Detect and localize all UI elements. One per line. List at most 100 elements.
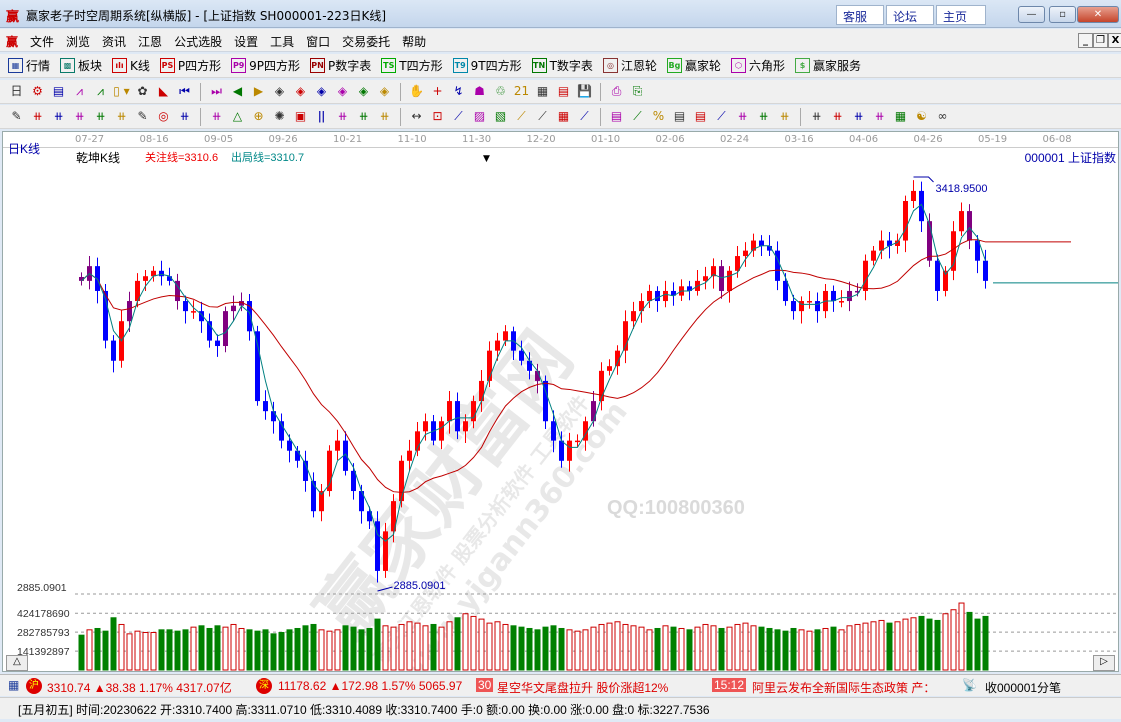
tool-icon[interactable]: ⎘ [632, 84, 643, 98]
tool-icon[interactable]: ◀ [232, 84, 243, 98]
toolbar-button-candles[interactable]: ılı K线 [112, 57, 150, 74]
tool-icon[interactable]: ⧺ [779, 109, 790, 123]
tool-icon[interactable]: ⧺ [53, 109, 64, 123]
tool-icon[interactable]: ◈ [358, 84, 369, 98]
tool-icon[interactable]: ◈ [295, 84, 306, 98]
tool-icon[interactable]: ⧺ [874, 109, 885, 123]
tool-icon[interactable]: ⟋ [454, 109, 463, 123]
tool-icon[interactable]: ◈ [274, 84, 285, 98]
tool-icon[interactable]: ⧺ [32, 109, 43, 123]
tool-icon[interactable]: 日 ▾ [10, 84, 23, 103]
tool-icon[interactable]: ✎ [137, 109, 148, 123]
tool-icon[interactable]: ▧ [494, 109, 507, 123]
tool-icon[interactable]: ▤ [557, 84, 570, 98]
toolbar-button-ps[interactable]: PS P四方形 [159, 57, 221, 74]
menu-item[interactable]: 帮助 [402, 35, 427, 49]
tool-icon[interactable]: ✋ [409, 84, 424, 98]
tool-icon[interactable]: ◈ [337, 84, 348, 98]
minimize-button[interactable]: — [1018, 6, 1045, 23]
tool-icon[interactable]: ⩘ [97, 84, 104, 98]
tool-icon[interactable]: ⟋ [538, 109, 547, 123]
menu-item[interactable]: 窗口 [306, 35, 331, 49]
tool-icon[interactable]: ⧺ [116, 109, 127, 123]
shanghai-index-quote[interactable]: 3310.74 ▲38.38 1.17% 4317.07亿 [47, 681, 232, 695]
tool-icon[interactable]: ⟋ [717, 109, 726, 123]
tool-icon[interactable]: ▤ [52, 84, 65, 98]
tool-icon[interactable]: ♲ [495, 84, 506, 98]
tool-icon[interactable]: ⧺ [737, 109, 748, 123]
tool-icon[interactable]: ⟋ [580, 109, 589, 123]
tool-icon[interactable]: ◣ [158, 84, 169, 98]
tool-icon[interactable]: ✿ [137, 84, 148, 98]
tool-icon[interactable]: + [432, 84, 443, 98]
menu-item[interactable]: 浏览 [66, 35, 91, 49]
tool-icon[interactable]: ⟋ [517, 109, 526, 123]
menu-item[interactable]: 设置 [234, 35, 259, 49]
tool-icon[interactable]: ◎ [158, 109, 169, 123]
tool-icon[interactable]: ⊡ [432, 109, 443, 123]
tool-icon[interactable]: ◈ [316, 84, 327, 98]
tool-icon[interactable]: ▣ [294, 109, 307, 123]
homepage-button[interactable]: 主页 [936, 5, 986, 25]
tool-icon[interactable]: ▶ [253, 84, 264, 98]
tool-icon[interactable]: ↯ [453, 84, 464, 98]
tool-icon[interactable]: ⧺ [211, 109, 222, 123]
toolbar-button-table[interactable]: ▦ 行情 [8, 57, 50, 74]
menu-item[interactable]: 工具 [270, 35, 295, 49]
toolbar-button-dollar[interactable]: $ 赢家服务 [794, 57, 861, 74]
tool-icon[interactable]: ǀǀ [317, 109, 326, 123]
tool-icon[interactable]: ⚙ [32, 84, 43, 98]
mdi-minimize-button[interactable]: _ [1078, 33, 1093, 48]
toolbar-button-hexagon[interactable]: ⬡ 六角形 [730, 57, 785, 74]
mdi-restore-button[interactable]: ❐ [1093, 33, 1108, 48]
scroll-right-button[interactable]: ▷ [1093, 655, 1115, 671]
tool-icon[interactable]: ⏮ [179, 84, 190, 98]
tool-icon[interactable]: ⧺ [337, 109, 348, 123]
tool-icon[interactable]: ⩘ [76, 84, 83, 98]
tool-icon[interactable]: ▦ [894, 109, 907, 123]
menu-item[interactable]: 江恩 [138, 35, 163, 49]
menu-item[interactable]: 交易委托 [342, 35, 391, 49]
menu-item[interactable]: 文件 [30, 35, 55, 49]
tool-icon[interactable]: ✺ [274, 109, 285, 123]
tool-icon[interactable]: △ [232, 109, 243, 123]
toolbar-button-grid[interactable]: ▩ 板块 [60, 57, 102, 74]
tool-icon[interactable]: ☯ [916, 109, 927, 123]
menu-item[interactable]: 公式选股 [174, 35, 223, 49]
tool-icon[interactable]: ⧺ [358, 109, 369, 123]
toolbar-button-p9[interactable]: P9 9P四方形 [231, 57, 300, 74]
tool-icon[interactable]: ⎙ [611, 84, 622, 98]
toolbar-button-ts[interactable]: TS T四方形 [381, 57, 443, 74]
toolbar-button-big[interactable]: Bg 赢家轮 [666, 57, 721, 74]
tool-icon[interactable]: ⟋ [633, 109, 642, 123]
tool-icon[interactable]: ▤ [610, 109, 623, 123]
menu-item[interactable]: 资讯 [102, 35, 127, 49]
tool-icon[interactable]: ⧺ [832, 109, 843, 123]
customer-service-button[interactable]: 客服 [836, 5, 884, 25]
tool-icon[interactable]: ⧺ [758, 109, 769, 123]
tool-icon[interactable]: ▯ ▾ [113, 84, 130, 98]
expand-panel-button[interactable]: △ [6, 655, 28, 671]
tool-icon[interactable]: ↔ [411, 109, 422, 123]
tool-icon[interactable]: ▦ [536, 84, 549, 98]
tool-icon[interactable]: ⏭ [211, 84, 222, 98]
close-button[interactable]: ✕ [1077, 6, 1119, 23]
shenzhen-index-quote[interactable]: 11178.62 ▲172.98 1.57% 5065.97 [278, 679, 463, 693]
tool-icon[interactable]: ▤ [673, 109, 686, 123]
tool-icon[interactable]: % [652, 109, 665, 123]
tool-icon[interactable]: ⧺ [853, 109, 864, 123]
tool-icon[interactable]: ⧺ [179, 109, 190, 123]
dropdown-arrow-icon[interactable]: ▼ [483, 154, 490, 164]
tool-icon[interactable]: ⊕ [253, 109, 264, 123]
tool-icon[interactable]: ⧺ [74, 109, 85, 123]
news-headline[interactable]: 阿里云发布全新国际生态政策 产： [752, 681, 936, 695]
toolbar-button-target[interactable]: ◎ 江恩轮 [602, 57, 657, 74]
kline-chart-panel[interactable]: 07-27 08-16 09-05 09-26 10-21 11-10 11-30 12-20… [2, 131, 1119, 672]
news-headline[interactable]: 星空华文尾盘拉升 股价涨超12% [497, 681, 669, 695]
tool-icon[interactable]: ⧺ [379, 109, 390, 123]
tool-icon[interactable]: ◈ [379, 84, 390, 98]
forum-button[interactable]: 论坛 [886, 5, 934, 25]
toolbar-button-t9[interactable]: T9 9T四方形 [452, 57, 522, 74]
tool-icon[interactable]: 21 [513, 84, 530, 98]
tool-icon[interactable]: ⧺ [95, 109, 106, 123]
